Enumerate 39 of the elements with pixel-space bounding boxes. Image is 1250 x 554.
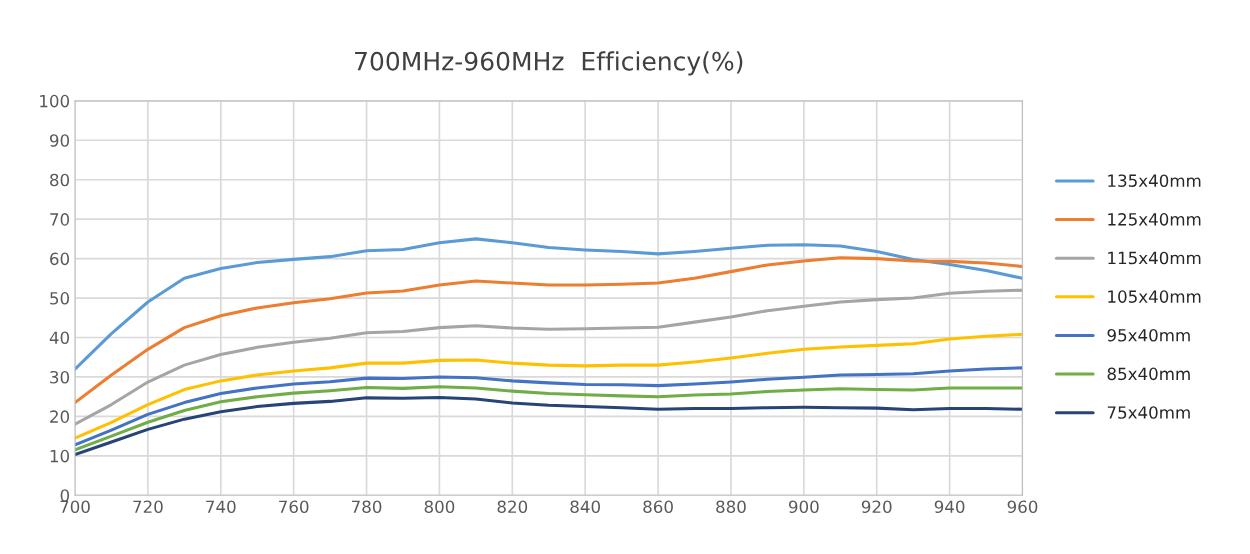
y-tick-label: 60 bbox=[50, 252, 70, 266]
x-tick-label: 800 bbox=[424, 500, 455, 514]
x-tick-label: 940 bbox=[934, 500, 965, 514]
y-tick-label: 90 bbox=[49, 134, 70, 147]
y-tick-label: 80 bbox=[50, 173, 70, 187]
x-tick-label: 900 bbox=[788, 500, 819, 514]
y-tick-label: 70 bbox=[50, 213, 70, 226]
x-tick-label: 740 bbox=[206, 500, 236, 514]
line-series bbox=[75, 366, 1023, 447]
x-tick-label: 880 bbox=[716, 500, 746, 514]
x-tick-label: 780 bbox=[352, 500, 382, 514]
x-tick-label: 720 bbox=[133, 500, 163, 514]
x-tick-label: 960 bbox=[1007, 500, 1038, 514]
x-tick-label: 700 bbox=[60, 500, 90, 514]
x-tick-label: 820 bbox=[497, 500, 528, 514]
legend-label: 135x40mm bbox=[1108, 174, 1201, 187]
x-tick-label: 760 bbox=[279, 500, 309, 514]
legend-label: 105x40mm bbox=[1108, 290, 1201, 303]
x-tick-label: 840 bbox=[570, 500, 600, 514]
line-series bbox=[75, 256, 1023, 405]
y-tick-label: 40 bbox=[49, 331, 70, 345]
line-series bbox=[75, 237, 1023, 371]
line-series bbox=[75, 395, 1023, 457]
line-series bbox=[75, 288, 1023, 426]
legend-label: 115x40mm bbox=[1108, 251, 1201, 265]
legend-label: 95x40mm bbox=[1107, 328, 1190, 342]
y-tick-label: 100 bbox=[40, 94, 70, 108]
y-tick-label: 20 bbox=[50, 410, 70, 423]
legend-label: 85x40mm bbox=[1107, 367, 1190, 381]
line-series bbox=[75, 332, 1023, 440]
y-tick-label: 30 bbox=[50, 370, 70, 384]
line-series bbox=[75, 385, 1023, 452]
legend-label: 125x40mm bbox=[1108, 213, 1201, 226]
y-tick-label: 50 bbox=[50, 292, 70, 305]
y-tick-label: 10 bbox=[50, 449, 70, 463]
legend-label: 75x40mm bbox=[1107, 406, 1190, 419]
chart-title: 700MHz-960MHz Efficiency(%) bbox=[355, 51, 743, 76]
x-tick-label: 920 bbox=[861, 500, 892, 514]
x-tick-label: 860 bbox=[643, 500, 673, 514]
